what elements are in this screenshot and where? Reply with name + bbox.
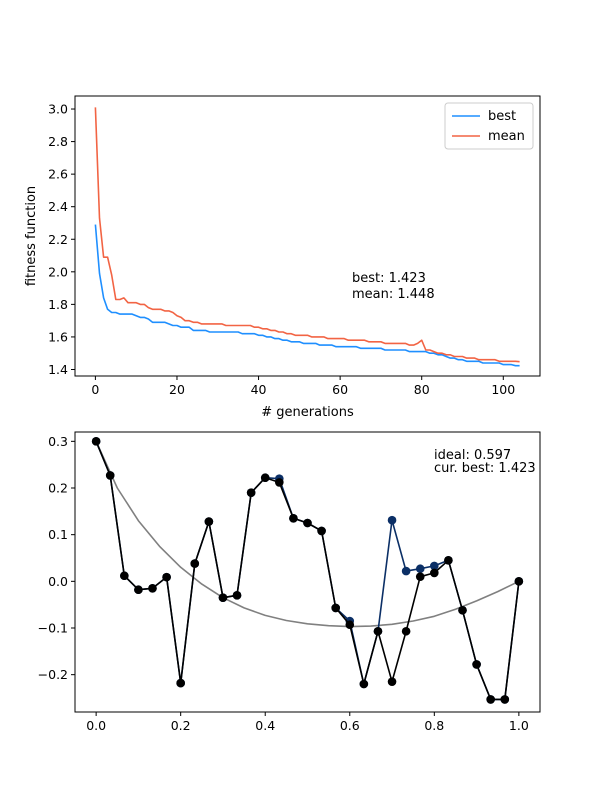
solution-series-best-individual-point (500, 695, 510, 704)
fitness-chart-y-label: fitness function (24, 186, 39, 286)
fitness-y-tick-label: 1.8 (48, 297, 68, 312)
solution-series-best-individual-point (162, 572, 171, 582)
solution-y-tick-label: 0.1 (48, 527, 68, 542)
solution-series-best-individual-point (232, 591, 242, 600)
fitness-x-tick-label: 100 (491, 382, 515, 397)
solution-x-tick-label: 0.8 (424, 718, 444, 733)
solution-series-current-candidate-point (401, 566, 411, 576)
fitness-x-tick-label: 40 (251, 382, 267, 397)
solution-y-tick-label: −0.1 (38, 621, 68, 636)
solution-series-best-individual-point (317, 526, 326, 536)
solution-series-best-individual-point (387, 677, 397, 686)
solution-series-best-individual-point (190, 559, 200, 568)
solution-series-best-individual-point (275, 478, 284, 487)
solution-chart-marks (91, 437, 524, 704)
solution-chart-annotation-ideal: ideal: 0.597 (434, 448, 511, 463)
solution-series-best-individual-point (444, 556, 453, 565)
solution-series-current-candidate-point (387, 515, 397, 525)
solution-x-tick-label: 0.0 (86, 718, 106, 733)
solution-series-best-individual-point (204, 517, 214, 526)
solution-y-tick-label: 0.2 (48, 481, 68, 496)
fitness-y-tick-label: 1.4 (48, 362, 68, 377)
solution-x-tick-label: 0.2 (171, 718, 191, 733)
solution-series-best-individual-point (331, 603, 340, 613)
solution-series-best-individual-point (120, 571, 129, 581)
solution-series-best-individual-point (176, 678, 185, 688)
solution-series-best-individual-point (246, 488, 256, 497)
fitness-y-tick-label: 1.6 (48, 329, 68, 344)
solution-series-best-individual-point (134, 585, 143, 595)
fitness-y-tick-label: 2.8 (48, 134, 68, 149)
solution-chart-ticks: 0.0 0.2 0.4 0.6 0.8 1.0 −0.2 −0.1 0.0 0.1 0.2 0.3 (38, 434, 529, 733)
fitness-y-tick-label: 2.2 (48, 232, 68, 247)
fitness-series-mean-line (94, 107, 520, 363)
solution-series-best-individual-point (514, 577, 524, 586)
solution-series-best-individual-point (430, 568, 439, 578)
solution-y-tick-label: −0.2 (38, 667, 68, 682)
solution-series-current-candidate-point (430, 561, 439, 571)
fitness-chart: 0 20 40 60 80 1001.41.61.82.02.22.42.62.83.0 … (24, 95, 541, 420)
solution-y-tick-label: 0.3 (48, 434, 68, 449)
fitness-chart-annotation-best: best: 1.423 (352, 271, 426, 286)
solution-series-ideal-curve-line (95, 440, 520, 628)
solution-series-best-individual-point (345, 620, 355, 630)
solution-series-best-individual-point (289, 514, 298, 523)
solution-chart-frame (74, 431, 541, 713)
solution-series-current-candidate-point (415, 564, 425, 574)
legend-box (444, 102, 534, 150)
solution-series-best-individual-point (303, 518, 312, 528)
fitness-chart-legend: best mean (444, 102, 534, 150)
fitness-x-tick-label: 60 (332, 382, 348, 397)
fitness-chart-x-label: # generations (261, 405, 354, 420)
solution-series-best-individual-point (91, 437, 101, 446)
fitness-y-tick-label: 2.6 (48, 167, 68, 182)
legend-label-best: best (488, 109, 516, 124)
solution-series-best-individual-point (458, 605, 467, 615)
fitness-y-tick-label: 3.0 (48, 102, 68, 117)
solution-series-best-individual-point (415, 572, 425, 581)
solution-series-best-individual-point (260, 473, 270, 483)
solution-x-tick-label: 0.6 (340, 718, 360, 733)
fitness-y-tick-label: 2.0 (48, 264, 68, 279)
solution-series-best-individual-point (373, 626, 383, 636)
fitness-chart-marks (94, 107, 520, 367)
solution-x-tick-label: 0.4 (255, 718, 275, 733)
solution-series-best-individual-point (105, 471, 115, 480)
solution-chart: 0.0 0.2 0.4 0.6 0.8 1.0 −0.2 −0.1 0.0 0.1 0.2 0.3 i… (38, 431, 541, 733)
fitness-x-tick-label: 0 (91, 382, 99, 397)
fitness-y-tick-label: 2.4 (48, 199, 68, 214)
solution-series-best-individual-point (359, 679, 369, 689)
solution-y-tick-label: 0.0 (48, 574, 68, 589)
solution-series-best-individual-point (148, 584, 157, 593)
solution-chart-annotation-current-best: cur. best: 1.423 (434, 461, 536, 476)
legend-label-mean: mean (488, 129, 525, 144)
fitness-chart-frame (74, 95, 541, 377)
fitness-x-tick-label: 20 (169, 382, 185, 397)
fitness-chart-ticks: 0 20 40 60 80 100 1.4 1.6 1.8 2.0 2.2 2.4 2.6 2.8 3.0 (48, 102, 515, 397)
fitness-chart-annotation-mean: mean: 1.448 (352, 287, 435, 302)
fitness-series-best-line (94, 224, 520, 367)
solution-series-best-individual-point (401, 626, 411, 636)
solution-series-best-individual-point (218, 593, 228, 602)
solution-series-best-individual-point (486, 695, 495, 704)
fitness-x-tick-label: 80 (414, 382, 430, 397)
solution-series-best-individual-point (472, 660, 481, 669)
solution-x-tick-label: 1.0 (509, 718, 529, 733)
